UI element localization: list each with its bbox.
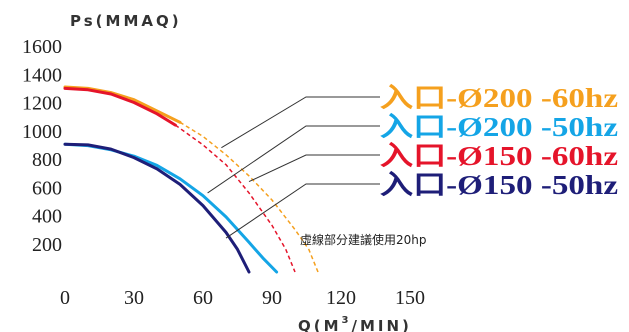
series-dashed-line (179, 121, 319, 273)
x-tick-label: 60 (193, 287, 213, 309)
dashed-line-note: 虛線部分建議使用20hp (300, 232, 427, 247)
y-tick-label: 1200 (22, 93, 62, 115)
x-tick-label: 90 (262, 287, 282, 309)
x-tick-label: 0 (60, 287, 70, 309)
series-line (63, 142, 279, 274)
legend-entry: 入口-Ø150 -60hz (380, 141, 618, 171)
legend-leader-line (207, 125, 380, 194)
y-tick-label: 1400 (22, 64, 62, 86)
legend-entry: 入口-Ø150 -50hz (380, 170, 618, 200)
series-line (63, 86, 177, 127)
x-tick-label: 30 (124, 287, 144, 309)
y-tick-label: 600 (32, 177, 62, 199)
y-tick-label: 1000 (22, 121, 62, 143)
legend-entry: 入口-Ø200 -50hz (380, 112, 618, 142)
series-dashed-line (174, 124, 296, 273)
series-line (63, 142, 251, 274)
x-axis-title: Q(M3/MIN) (298, 315, 412, 332)
legend-entry: 入口-Ø200 -60hz (380, 83, 618, 113)
legend-leader-line (225, 183, 380, 239)
y-tick-label: 200 (32, 234, 62, 256)
x-tick-label: 120 (326, 287, 356, 309)
x-tick-label: 150 (395, 287, 425, 309)
y-axis-title: Ps(MMAQ) (70, 12, 182, 30)
legend-leader-line (248, 154, 380, 183)
y-tick-label: 400 (32, 206, 62, 228)
y-tick-label: 800 (32, 149, 62, 171)
legend-leader-line (221, 96, 380, 149)
y-tick-label: 1600 (22, 36, 62, 58)
